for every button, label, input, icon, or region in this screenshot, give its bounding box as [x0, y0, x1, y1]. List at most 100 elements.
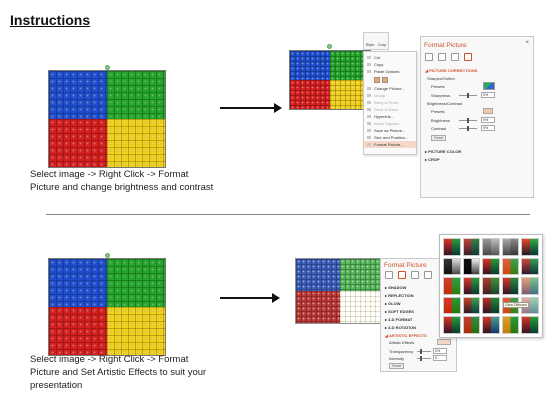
reset-button[interactable]: Reset [389, 363, 405, 369]
section-picture-corrections[interactable]: ◢ PICTURE CORRECTIONS [425, 68, 478, 73]
effect-thumb[interactable] [482, 238, 500, 256]
effect-thumb[interactable] [462, 316, 481, 334]
green-quadrant [340, 259, 384, 291]
brightness-presets-dropdown[interactable] [483, 108, 493, 114]
sharpness-input[interactable]: 0% [481, 92, 495, 98]
artistic-effects-dropdown[interactable] [437, 339, 451, 345]
effect-thumb[interactable] [482, 257, 500, 276]
effect-thumb[interactable] [501, 316, 520, 334]
section-shadow[interactable]: ▸ SHADOW [385, 285, 407, 290]
effect-thumb[interactable] [462, 277, 481, 295]
brightness-slider[interactable] [459, 118, 477, 123]
yellow-quadrant [107, 307, 165, 355]
section-reflection[interactable]: ▸ REFLECTION [385, 293, 414, 298]
section-picture-color[interactable]: ▸ PICTURE COLOR [425, 149, 462, 154]
menu-item-size-position[interactable]: Size and Position... [364, 134, 416, 141]
menu-item-paste-options: Paste Options: [364, 68, 416, 75]
sharpen-soften-label: Sharpen/Soften [427, 76, 455, 81]
effect-thumb[interactable] [501, 277, 520, 295]
section-glow[interactable]: ▸ GLOW [385, 301, 401, 306]
menu-item-cut[interactable]: Cut [364, 54, 416, 61]
brightness-contrast-label: Brightness/Contrast [427, 101, 463, 106]
blue-quadrant [290, 51, 330, 80]
yellow-quadrant [340, 291, 384, 323]
menu-item-format-picture[interactable]: Format Picture... [364, 141, 416, 148]
fill-line-icon[interactable] [425, 53, 433, 61]
effect-thumb[interactable] [443, 316, 461, 334]
step2-caption-line1: Select image -> Right Click -> Format [30, 354, 189, 365]
rotate-handle[interactable] [327, 44, 332, 49]
brightness-input[interactable]: 0% [481, 117, 495, 123]
reset-button[interactable]: Reset [431, 135, 447, 141]
menu-item-save-as-picture[interactable]: Save as Picture... [364, 127, 416, 134]
section-crop[interactable]: ▸ CROP [425, 157, 440, 162]
fill-line-icon[interactable] [385, 271, 393, 279]
menu-item-insert-caption[interactable]: Insert Caption... [364, 120, 416, 127]
artistic-effects-label: Artistic Effects [389, 340, 415, 345]
sharpen-presets-dropdown[interactable] [483, 82, 495, 90]
section-3d-rotation[interactable]: ▸ 3-D ROTATION [385, 325, 416, 330]
paste-icon[interactable] [374, 77, 380, 83]
transparency-input[interactable]: 0% [433, 348, 447, 354]
effect-thumb[interactable] [521, 316, 539, 334]
menu-item-hyperlink[interactable]: Hyperlink... [364, 113, 416, 120]
menu-item-group[interactable]: Group [364, 92, 416, 99]
contrast-slider[interactable] [459, 126, 477, 131]
format-picture-panel: Format Picture × ◢ PICTURE CORRECTIONS S… [420, 36, 534, 198]
effect-thumb[interactable] [443, 277, 461, 295]
crop-button[interactable]: Crop [377, 42, 387, 47]
menu-item-bring-to-front[interactable]: Bring to Front [364, 99, 416, 106]
panel-tabs [385, 271, 432, 279]
effect-thumb[interactable] [521, 238, 539, 256]
effect-thumb[interactable] [482, 277, 500, 295]
effects-icon[interactable] [438, 53, 446, 61]
menu-item-change-picture[interactable]: Change Picture... [364, 85, 416, 92]
rotate-handle[interactable] [105, 253, 110, 258]
effect-thumb[interactable] [443, 296, 461, 315]
effect-thumb[interactable] [462, 257, 481, 276]
effect-thumb[interactable] [501, 238, 520, 256]
size-icon[interactable] [451, 53, 459, 61]
step2-caption: Select image -> Right Click -> Format Pi… [30, 353, 230, 392]
style-button[interactable]: Style [365, 42, 375, 47]
effect-thumb[interactable] [521, 257, 539, 276]
transparency-slider[interactable] [417, 349, 431, 354]
size-icon[interactable] [411, 271, 419, 279]
lego-image-step1-selected[interactable] [289, 50, 371, 110]
effect-thumb[interactable] [521, 277, 539, 295]
menu-item-send-to-back[interactable]: Send to Back [364, 106, 416, 113]
contrast-label: Contrast [431, 126, 447, 131]
effect-thumb[interactable] [482, 316, 500, 334]
lego-image-step2-effect[interactable] [295, 258, 385, 324]
paste-picture-icon[interactable] [382, 77, 388, 83]
effect-thumb[interactable] [482, 296, 500, 315]
paste-options-row [364, 75, 416, 85]
blue-quadrant [49, 259, 107, 307]
contrast-input[interactable]: 0% [481, 125, 495, 131]
section-divider [46, 214, 530, 215]
rotate-handle[interactable] [105, 65, 110, 70]
section-soft-edges[interactable]: ▸ SOFT EDGES [385, 309, 414, 314]
section-artistic-effects[interactable]: ◢ ARTISTIC EFFECTS [385, 333, 427, 338]
effect-thumb[interactable] [462, 296, 481, 315]
panel-title: Format Picture [424, 42, 467, 49]
effect-thumb[interactable] [443, 238, 461, 256]
lego-image-step1[interactable] [48, 70, 166, 168]
effects-icon[interactable] [398, 271, 406, 279]
presets-label: Presets [431, 84, 445, 89]
intensity-slider[interactable] [417, 356, 431, 361]
sharpness-slider[interactable] [459, 93, 477, 98]
effect-thumb[interactable] [501, 257, 520, 276]
step1-caption: Select image -> Right Click -> Format Pi… [30, 168, 250, 194]
section-3d-format[interactable]: ▸ 3-D FORMAT [385, 317, 413, 322]
intensity-input[interactable]: 0 [433, 355, 447, 361]
picture-icon[interactable] [464, 53, 472, 61]
effect-thumb[interactable] [443, 257, 461, 276]
picture-icon[interactable] [424, 271, 432, 279]
menu-item-copy[interactable]: Copy [364, 61, 416, 68]
effect-thumb[interactable] [462, 238, 481, 256]
close-icon[interactable]: × [525, 40, 529, 46]
lego-image-step2[interactable] [48, 258, 166, 356]
step2-caption-line3: presentation [30, 380, 83, 391]
gallery-tooltip: Glow Diffused [503, 302, 529, 308]
